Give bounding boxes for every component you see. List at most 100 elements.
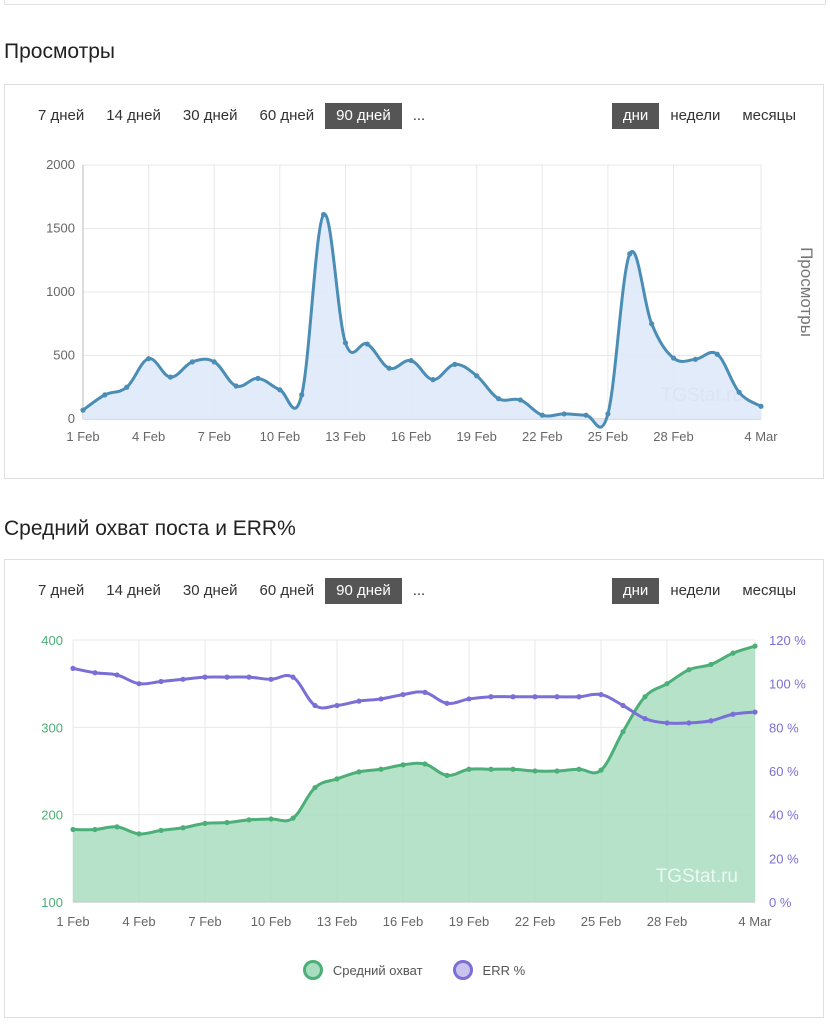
- reach-point-err[interactable]: [466, 696, 472, 702]
- reach-point-avg[interactable]: [752, 643, 758, 649]
- views-range-60-дней[interactable]: 60 дней: [259, 107, 315, 124]
- reach-point-err[interactable]: [422, 689, 428, 695]
- reach-point-avg[interactable]: [290, 815, 296, 821]
- views-point[interactable]: [670, 355, 677, 361]
- views-point[interactable]: [146, 356, 152, 362]
- reach-range-60-дней[interactable]: 60 дней: [259, 582, 315, 599]
- views-range-90-дней[interactable]: 90 дней: [325, 103, 402, 129]
- reach-point-avg[interactable]: [202, 820, 208, 826]
- reach-point-err[interactable]: [488, 694, 494, 700]
- reach-point-err[interactable]: [510, 694, 516, 700]
- reach-point-err[interactable]: [136, 681, 142, 687]
- views-point[interactable]: [408, 357, 414, 364]
- reach-point-err[interactable]: [202, 674, 208, 680]
- reach-point-err[interactable]: [224, 674, 230, 680]
- views-point[interactable]: [517, 397, 524, 403]
- views-point[interactable]: [758, 403, 764, 409]
- reach-point-avg[interactable]: [444, 772, 450, 778]
- reach-point-err[interactable]: [598, 691, 604, 698]
- reach-period-месяцы[interactable]: месяцы: [742, 582, 796, 599]
- reach-point-avg[interactable]: [334, 776, 340, 782]
- views-point[interactable]: [255, 375, 261, 381]
- reach-point-avg[interactable]: [224, 819, 230, 826]
- views-point[interactable]: [649, 321, 655, 327]
- views-period-недели[interactable]: недели: [670, 107, 721, 124]
- views-range-more[interactable]: ...: [412, 107, 426, 124]
- reach-point-avg[interactable]: [510, 766, 516, 772]
- views-point[interactable]: [102, 392, 108, 398]
- views-point[interactable]: [386, 365, 392, 371]
- reach-point-avg[interactable]: [620, 729, 626, 735]
- views-range-14-дней[interactable]: 14 дней: [106, 107, 161, 124]
- reach-point-err[interactable]: [642, 716, 648, 722]
- reach-point-avg[interactable]: [708, 661, 714, 668]
- reach-point-err[interactable]: [686, 720, 692, 726]
- reach-point-avg[interactable]: [488, 766, 494, 772]
- reach-point-err[interactable]: [620, 702, 626, 709]
- reach-point-err[interactable]: [532, 694, 538, 700]
- reach-point-avg[interactable]: [400, 762, 406, 768]
- reach-point-avg[interactable]: [114, 824, 120, 830]
- views-point[interactable]: [211, 359, 217, 365]
- reach-point-err[interactable]: [378, 696, 384, 702]
- views-point[interactable]: [561, 411, 567, 417]
- reach-point-err[interactable]: [114, 672, 120, 678]
- views-point[interactable]: [430, 377, 436, 383]
- reach-point-avg[interactable]: [598, 767, 604, 773]
- views-point[interactable]: [189, 359, 195, 365]
- views-range-7-дней[interactable]: 7 дней: [38, 107, 85, 124]
- reach-point-avg[interactable]: [730, 650, 736, 656]
- reach-point-err[interactable]: [158, 678, 164, 685]
- reach-point-err[interactable]: [246, 674, 252, 680]
- views-point[interactable]: [539, 412, 545, 418]
- reach-point-avg[interactable]: [158, 827, 164, 833]
- views-point[interactable]: [452, 361, 458, 367]
- reach-point-avg[interactable]: [180, 825, 186, 831]
- reach-period-дни[interactable]: дни: [611, 578, 660, 604]
- reach-range-more[interactable]: ...: [412, 582, 426, 599]
- views-range-30-дней[interactable]: 30 дней: [182, 107, 238, 124]
- reach-point-avg[interactable]: [466, 766, 472, 772]
- reach-point-err[interactable]: [356, 698, 362, 704]
- reach-point-avg[interactable]: [92, 826, 98, 833]
- views-point[interactable]: [605, 411, 611, 417]
- reach-range-7-дней[interactable]: 7 дней: [38, 582, 85, 599]
- reach-range-14-дней[interactable]: 14 дней: [106, 582, 161, 599]
- reach-point-avg[interactable]: [268, 816, 274, 822]
- views-point[interactable]: [80, 407, 86, 413]
- views-point[interactable]: [474, 373, 480, 379]
- reach-point-err[interactable]: [730, 711, 736, 717]
- reach-range-90-дней[interactable]: 90 дней: [325, 578, 402, 604]
- views-point[interactable]: [692, 356, 698, 362]
- reach-point-avg[interactable]: [378, 766, 384, 772]
- reach-point-err[interactable]: [576, 694, 582, 700]
- reach-point-avg[interactable]: [664, 681, 670, 687]
- reach-point-avg[interactable]: [312, 784, 318, 791]
- reach-point-avg[interactable]: [554, 768, 560, 774]
- reach-point-err[interactable]: [70, 665, 76, 671]
- views-point[interactable]: [736, 389, 742, 395]
- views-point[interactable]: [627, 251, 633, 257]
- views-period-месяцы[interactable]: месяцы: [742, 107, 796, 124]
- views-point[interactable]: [299, 392, 305, 398]
- views-point[interactable]: [320, 211, 327, 218]
- reach-point-avg[interactable]: [136, 831, 142, 837]
- reach-point-err[interactable]: [334, 702, 340, 709]
- views-point[interactable]: [714, 351, 720, 357]
- reach-point-avg[interactable]: [576, 766, 582, 772]
- legend-item-avg-reach[interactable]: Средний охват: [302, 960, 423, 980]
- reach-point-avg[interactable]: [532, 768, 538, 774]
- views-point[interactable]: [233, 383, 239, 389]
- views-point[interactable]: [124, 384, 130, 390]
- reach-point-err[interactable]: [708, 718, 714, 724]
- reach-point-avg[interactable]: [686, 667, 692, 673]
- reach-point-avg[interactable]: [356, 769, 362, 775]
- reach-point-err[interactable]: [444, 700, 450, 706]
- reach-point-err[interactable]: [312, 702, 318, 709]
- reach-point-avg[interactable]: [642, 694, 648, 700]
- reach-point-err[interactable]: [400, 691, 406, 698]
- reach-point-err[interactable]: [664, 720, 670, 726]
- reach-point-avg[interactable]: [246, 817, 252, 823]
- views-point[interactable]: [277, 387, 283, 393]
- reach-point-err[interactable]: [180, 676, 186, 682]
